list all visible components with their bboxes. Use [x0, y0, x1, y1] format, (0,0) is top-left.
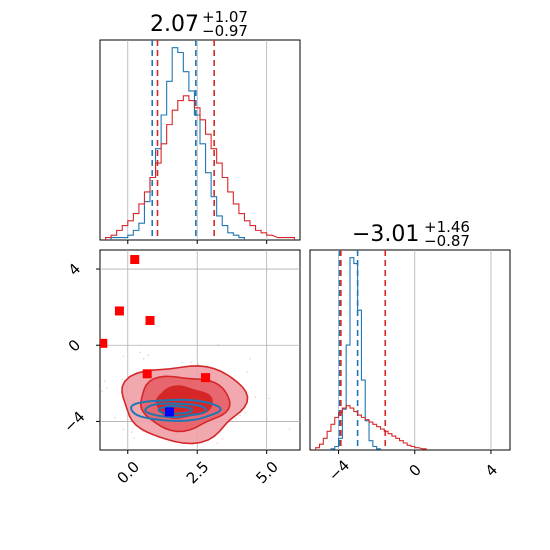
- x-tick-label: 5.0: [252, 458, 282, 488]
- y-tick-label: −4: [60, 408, 88, 436]
- sample-point: [248, 357, 251, 360]
- sample-point: [142, 357, 145, 360]
- sample-point: [130, 431, 133, 434]
- sample-point: [87, 366, 89, 368]
- sample-point: [105, 386, 108, 389]
- sample-point: [96, 442, 98, 444]
- blue-contour-level: [157, 404, 193, 415]
- sample-point: [103, 380, 106, 383]
- sample-point: [86, 390, 88, 392]
- red-marker: [145, 315, 155, 325]
- sample-point: [190, 361, 193, 364]
- sample-point: [133, 437, 135, 439]
- contour-group: [86, 255, 291, 458]
- contour-panel: 0.0 2.5 5.0 −4 0 4: [60, 249, 301, 488]
- sample-point: [166, 456, 168, 458]
- y-tick-label: 0: [65, 336, 84, 355]
- histogram-panel-x: [99, 39, 301, 244]
- red-marker: [142, 369, 152, 379]
- x-tick-label: 2.5: [183, 458, 213, 488]
- sample-point: [217, 344, 220, 346]
- sample-point: [197, 363, 200, 366]
- red-marker: [130, 255, 140, 265]
- histogram-panel-y: −4 0 4: [309, 249, 511, 485]
- title-x-value: 2.07: [150, 12, 199, 37]
- sample-point: [288, 428, 291, 430]
- sample-point: [268, 397, 270, 400]
- sample-point: [216, 442, 219, 445]
- sample-point: [254, 396, 257, 398]
- sample-point: [150, 451, 152, 453]
- title-y-value: −3.01: [352, 222, 419, 247]
- title-x-upper: +1.07: [202, 8, 248, 26]
- red-marker: [114, 306, 124, 316]
- sample-point: [121, 378, 123, 381]
- red-marker: [100, 338, 108, 348]
- blue-marker: [164, 407, 174, 417]
- blue-contour-level: [144, 402, 208, 418]
- sample-point: [147, 354, 150, 356]
- histogram-series-1: [315, 405, 427, 450]
- sample-point: [122, 428, 125, 431]
- sample-point: [100, 427, 101, 430]
- sample-point: [181, 361, 183, 364]
- sample-point: [101, 390, 104, 393]
- x-tick-label: 0: [405, 461, 424, 480]
- red-marker: [201, 373, 211, 383]
- histogram-series-0: [110, 47, 245, 240]
- histogram-series-1: [105, 95, 295, 240]
- sample-point: [244, 411, 247, 414]
- blue-contour-level: [130, 398, 222, 422]
- histogram-series-0: [330, 257, 382, 450]
- sample-point: [139, 351, 141, 354]
- x-tick-label: −4: [325, 456, 353, 484]
- sample-point: [221, 437, 224, 440]
- title-x-lower: −0.97: [202, 22, 248, 40]
- sample-point: [122, 355, 125, 358]
- x-tick-label: 0.0: [113, 458, 143, 488]
- sample-point: [97, 400, 99, 402]
- sample-point: [239, 414, 242, 417]
- x-tick-label: 4: [482, 461, 501, 480]
- sample-point: [234, 417, 237, 420]
- sample-point: [114, 416, 117, 419]
- sample-point: [93, 423, 95, 425]
- y-tick-label: 4: [65, 260, 84, 279]
- title-y-upper: +1.46: [424, 218, 470, 236]
- sample-point: [174, 451, 176, 453]
- sample-point: [246, 371, 248, 374]
- title-y-lower: −0.87: [424, 232, 470, 250]
